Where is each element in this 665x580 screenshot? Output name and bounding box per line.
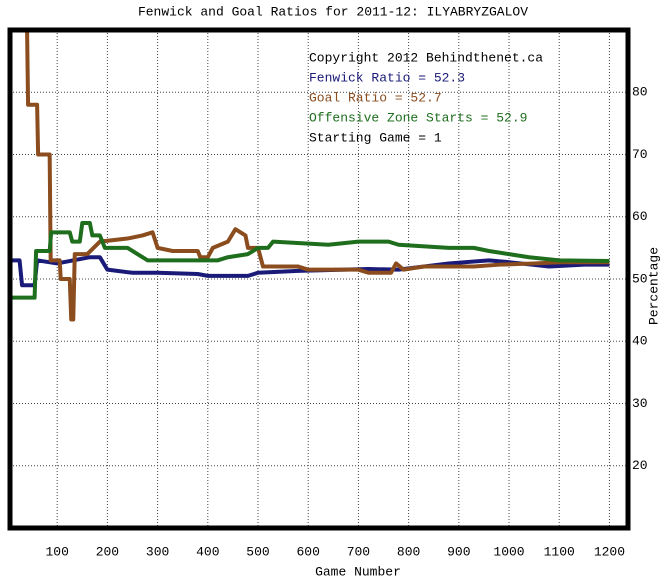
- annotation: Copyright 2012 Behindthenet.ca: [309, 50, 543, 65]
- legend-label: Goal Ratio = 52.7: [309, 90, 442, 105]
- labels: 100 200 300 400 500 600 700 800 900 1000 1100 1200 2…: [45, 50, 647, 559]
- plot-lines: [10, 30, 610, 322]
- x-tick-label: 400: [196, 544, 219, 559]
- series-line: [10, 220, 610, 300]
- grid: [10, 30, 628, 528]
- y-tick-label: 20: [632, 458, 648, 473]
- x-axis-label: Game Number: [315, 564, 401, 579]
- y-tick-label: 80: [632, 85, 648, 100]
- x-tick-label: 500: [246, 544, 269, 559]
- y-tick-label: 40: [632, 334, 648, 349]
- y-tick-label: 30: [632, 396, 648, 411]
- x-tick-label: 900: [447, 544, 470, 559]
- y-tick-label: 70: [632, 147, 648, 162]
- x-tick-label: 1000: [493, 544, 524, 559]
- legend-label: Fenwick Ratio = 52.3: [309, 70, 465, 85]
- y-tick-label: 50: [632, 271, 648, 286]
- x-tick-label: 300: [146, 544, 169, 559]
- x-tick-label: 1100: [544, 544, 575, 559]
- x-tick-label: 1200: [594, 544, 625, 559]
- x-tick-label: 800: [397, 544, 420, 559]
- x-tick-label: 200: [96, 544, 119, 559]
- y-tick-label: 60: [632, 209, 648, 224]
- series-line: [25, 30, 610, 322]
- chart-title: Fenwick and Goal Ratios for 2011-12: ILY…: [138, 4, 528, 19]
- y-axis-label: Percentage: [646, 247, 661, 325]
- x-tick-label: 600: [297, 544, 320, 559]
- plot-border: [7, 27, 631, 531]
- annotation: Starting Game = 1: [309, 130, 442, 145]
- x-tick-label: 700: [347, 544, 370, 559]
- legend-label: Offensive Zone Starts = 52.9: [309, 110, 527, 125]
- x-tick-label: 100: [45, 544, 68, 559]
